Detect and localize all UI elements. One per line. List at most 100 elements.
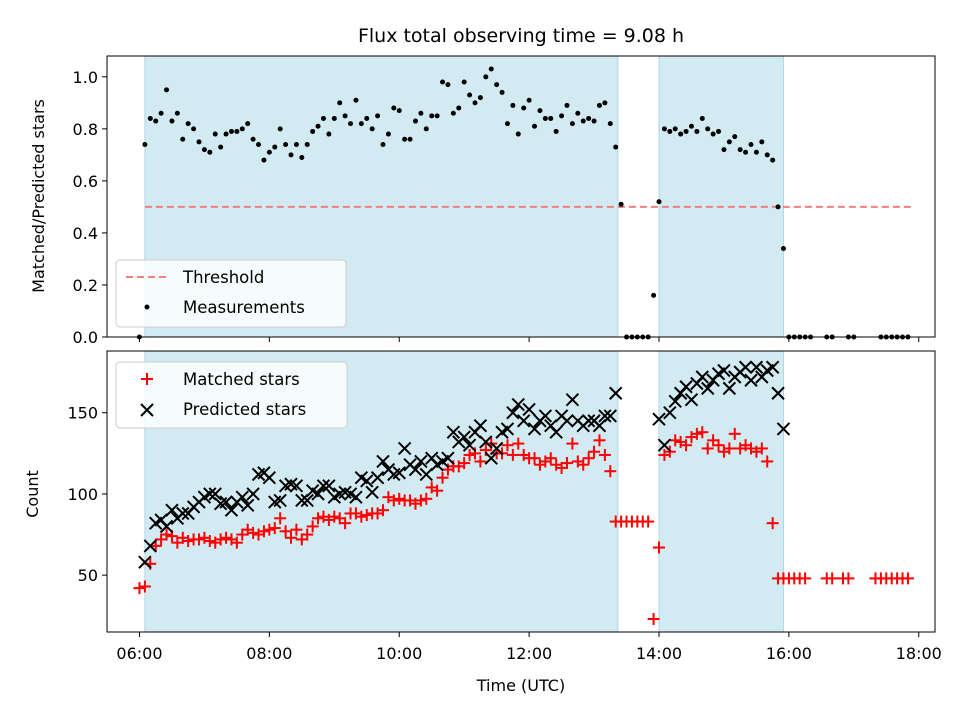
measurement-point xyxy=(445,82,451,88)
measurement-point xyxy=(375,113,381,119)
measurement-point xyxy=(429,113,435,119)
measurement-point xyxy=(337,100,343,106)
bottom-x-tick-label: 10:00 xyxy=(376,644,422,663)
matched-stars-point xyxy=(339,517,352,530)
measurement-point xyxy=(185,121,191,127)
predicted-stars-point xyxy=(457,430,471,444)
matched-stars-point xyxy=(755,442,768,455)
measurement-point xyxy=(661,126,667,132)
predicted-stars-point xyxy=(224,503,239,517)
measurement-point xyxy=(499,89,505,95)
measurement-point xyxy=(440,79,446,85)
matched-stars-point xyxy=(285,531,297,544)
measurement-point xyxy=(569,121,575,127)
matched-stars-point xyxy=(766,517,779,530)
bottom-legend: Matched stars Predicted stars xyxy=(115,361,348,429)
matched-stars-point xyxy=(431,484,444,497)
measurement-point xyxy=(158,110,164,116)
measurement-point xyxy=(472,100,478,106)
measurement-point xyxy=(201,147,207,153)
predicted-stars-point xyxy=(159,519,174,534)
predicted-stars-point xyxy=(722,381,737,396)
predicted-stars-point xyxy=(663,406,677,420)
predicted-stars-point xyxy=(771,386,785,400)
measurement-point xyxy=(342,113,348,119)
legend-matched-swatch xyxy=(141,373,153,385)
measurement-point xyxy=(467,92,473,98)
measurement-point xyxy=(521,105,527,111)
measurement-point xyxy=(207,149,213,155)
matched-stars-point xyxy=(826,572,839,585)
measurement-point xyxy=(358,121,364,127)
bottom-x-ticks: 06:00 08:00 10:00 12:00 14:00 16:00 18:00 xyxy=(116,632,942,663)
predicted-stars-point xyxy=(738,360,753,374)
predicted-stars-point xyxy=(138,555,152,569)
predicted-stars-point xyxy=(560,414,574,428)
matched-stars-point xyxy=(577,458,590,471)
matched-stars-point xyxy=(604,465,617,478)
measurement-point xyxy=(591,118,597,124)
matched-stars-point xyxy=(701,442,714,455)
measurement-point xyxy=(580,118,586,124)
legend-predicted-label: Predicted stars xyxy=(183,400,306,419)
matched-stars-point xyxy=(328,510,341,523)
matched-stars-point xyxy=(512,437,525,450)
legend-predicted-swatch xyxy=(140,403,154,417)
measurement-point xyxy=(607,121,613,127)
legend-threshold-label: Threshold xyxy=(182,268,264,287)
predicted-stars-point xyxy=(522,402,536,417)
predicted-stars-point xyxy=(479,435,493,449)
matched-stars-point xyxy=(712,439,725,452)
measurement-point xyxy=(174,110,180,116)
top-y-tick-label: 1.0 xyxy=(73,68,98,87)
measurement-point xyxy=(272,144,278,150)
measurement-point xyxy=(293,141,299,147)
measurement-point xyxy=(277,126,283,132)
measurement-point xyxy=(407,136,413,142)
measurement-point xyxy=(770,157,776,163)
predicted-stars-point xyxy=(581,414,596,428)
predicted-stars-point xyxy=(684,393,699,407)
measurement-point xyxy=(483,74,489,80)
top-x-ticks xyxy=(138,337,920,342)
predicted-stars-point xyxy=(695,370,710,384)
predicted-stars-point xyxy=(273,493,287,508)
matched-stars-point xyxy=(647,613,660,626)
predicted-stars-point xyxy=(516,414,531,428)
predicted-stars-point xyxy=(408,462,423,477)
measurement-point xyxy=(369,126,375,132)
bottom-x-tick-label: 06:00 xyxy=(116,644,162,663)
measurement-point xyxy=(261,157,267,163)
matched-stars-point xyxy=(598,448,611,461)
measurement-point xyxy=(196,139,202,145)
measurement-point xyxy=(266,149,272,155)
measurement-point xyxy=(667,128,673,134)
predicted-stars-point xyxy=(744,373,758,387)
matched-stars-point xyxy=(653,541,665,554)
measurement-point xyxy=(494,82,500,88)
predicted-stars-point xyxy=(765,360,780,374)
measurement-point xyxy=(348,121,354,127)
matched-stars-point xyxy=(690,427,703,440)
measurement-point xyxy=(402,136,408,142)
bottom-y-ticks: 50 100 150 xyxy=(67,404,107,585)
matched-stars-point xyxy=(901,572,914,585)
measurement-point xyxy=(559,113,565,119)
predicted-stars-point xyxy=(397,441,412,456)
bottom-x-tick-label: 08:00 xyxy=(246,644,292,663)
bottom-axes-frame xyxy=(106,350,936,633)
measurement-point xyxy=(250,136,256,142)
measurement-point xyxy=(256,141,262,147)
bottom-y-tick-label: 50 xyxy=(78,566,98,585)
top-y-tick-label: 0.0 xyxy=(73,328,98,347)
measurement-point xyxy=(396,108,402,114)
measurement-point xyxy=(423,126,429,132)
matched-stars-point xyxy=(723,442,736,455)
predicted-stars-point xyxy=(143,539,158,553)
measurement-point xyxy=(721,147,727,153)
predicted-stars-point xyxy=(376,454,390,469)
measurement-point xyxy=(488,66,494,72)
matched-stars-point xyxy=(279,525,292,538)
bottom-x-tick-label: 14:00 xyxy=(636,644,682,663)
chart-title: Flux total observing time = 9.08 h xyxy=(358,25,684,47)
